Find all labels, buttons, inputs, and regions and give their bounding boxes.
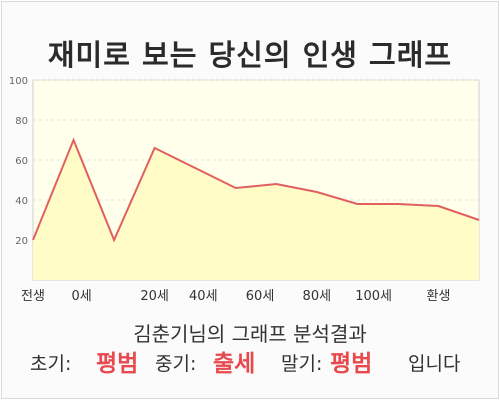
x-tick-label: 환생 [426,289,450,304]
analysis-subtitle: 김춘기님의 그래프 분석결과 [133,322,367,346]
y-tick-label: 60 [15,156,28,167]
late-value: 평범 [330,351,373,377]
x-tick-label: 20세 [140,289,169,304]
y-tick-label: 20 [15,236,28,247]
y-tick-label: 40 [15,196,28,207]
middle-value: 출세 [213,351,256,377]
y-tick-label: 80 [15,116,28,127]
x-tick-label: 80세 [303,289,332,304]
x-tick-label: 40세 [189,289,218,304]
x-tick-label: 100세 [355,289,392,304]
page-title: 재미로 보는 당신의 인생 그래프 [47,38,453,72]
middle-label: 중기: [155,353,197,375]
series-area [33,140,479,280]
early-value: 평범 [96,351,139,377]
x-tick-label: 전생 [21,289,45,304]
x-tick-label: 60세 [246,289,275,304]
x-tick-label: 0세 [72,289,92,304]
y-axis-ticks: 20 40 60 80 100 [9,76,28,247]
y-tick-label: 100 [9,76,28,87]
early-label: 초기: [30,353,72,375]
result-suffix: 입니다 [408,353,461,375]
series-line [32,137,480,243]
x-axis-ticks: 전생 0세 20세 40세 60세 80세 100세 환생 [21,289,450,304]
late-label: 말기: [281,353,323,375]
